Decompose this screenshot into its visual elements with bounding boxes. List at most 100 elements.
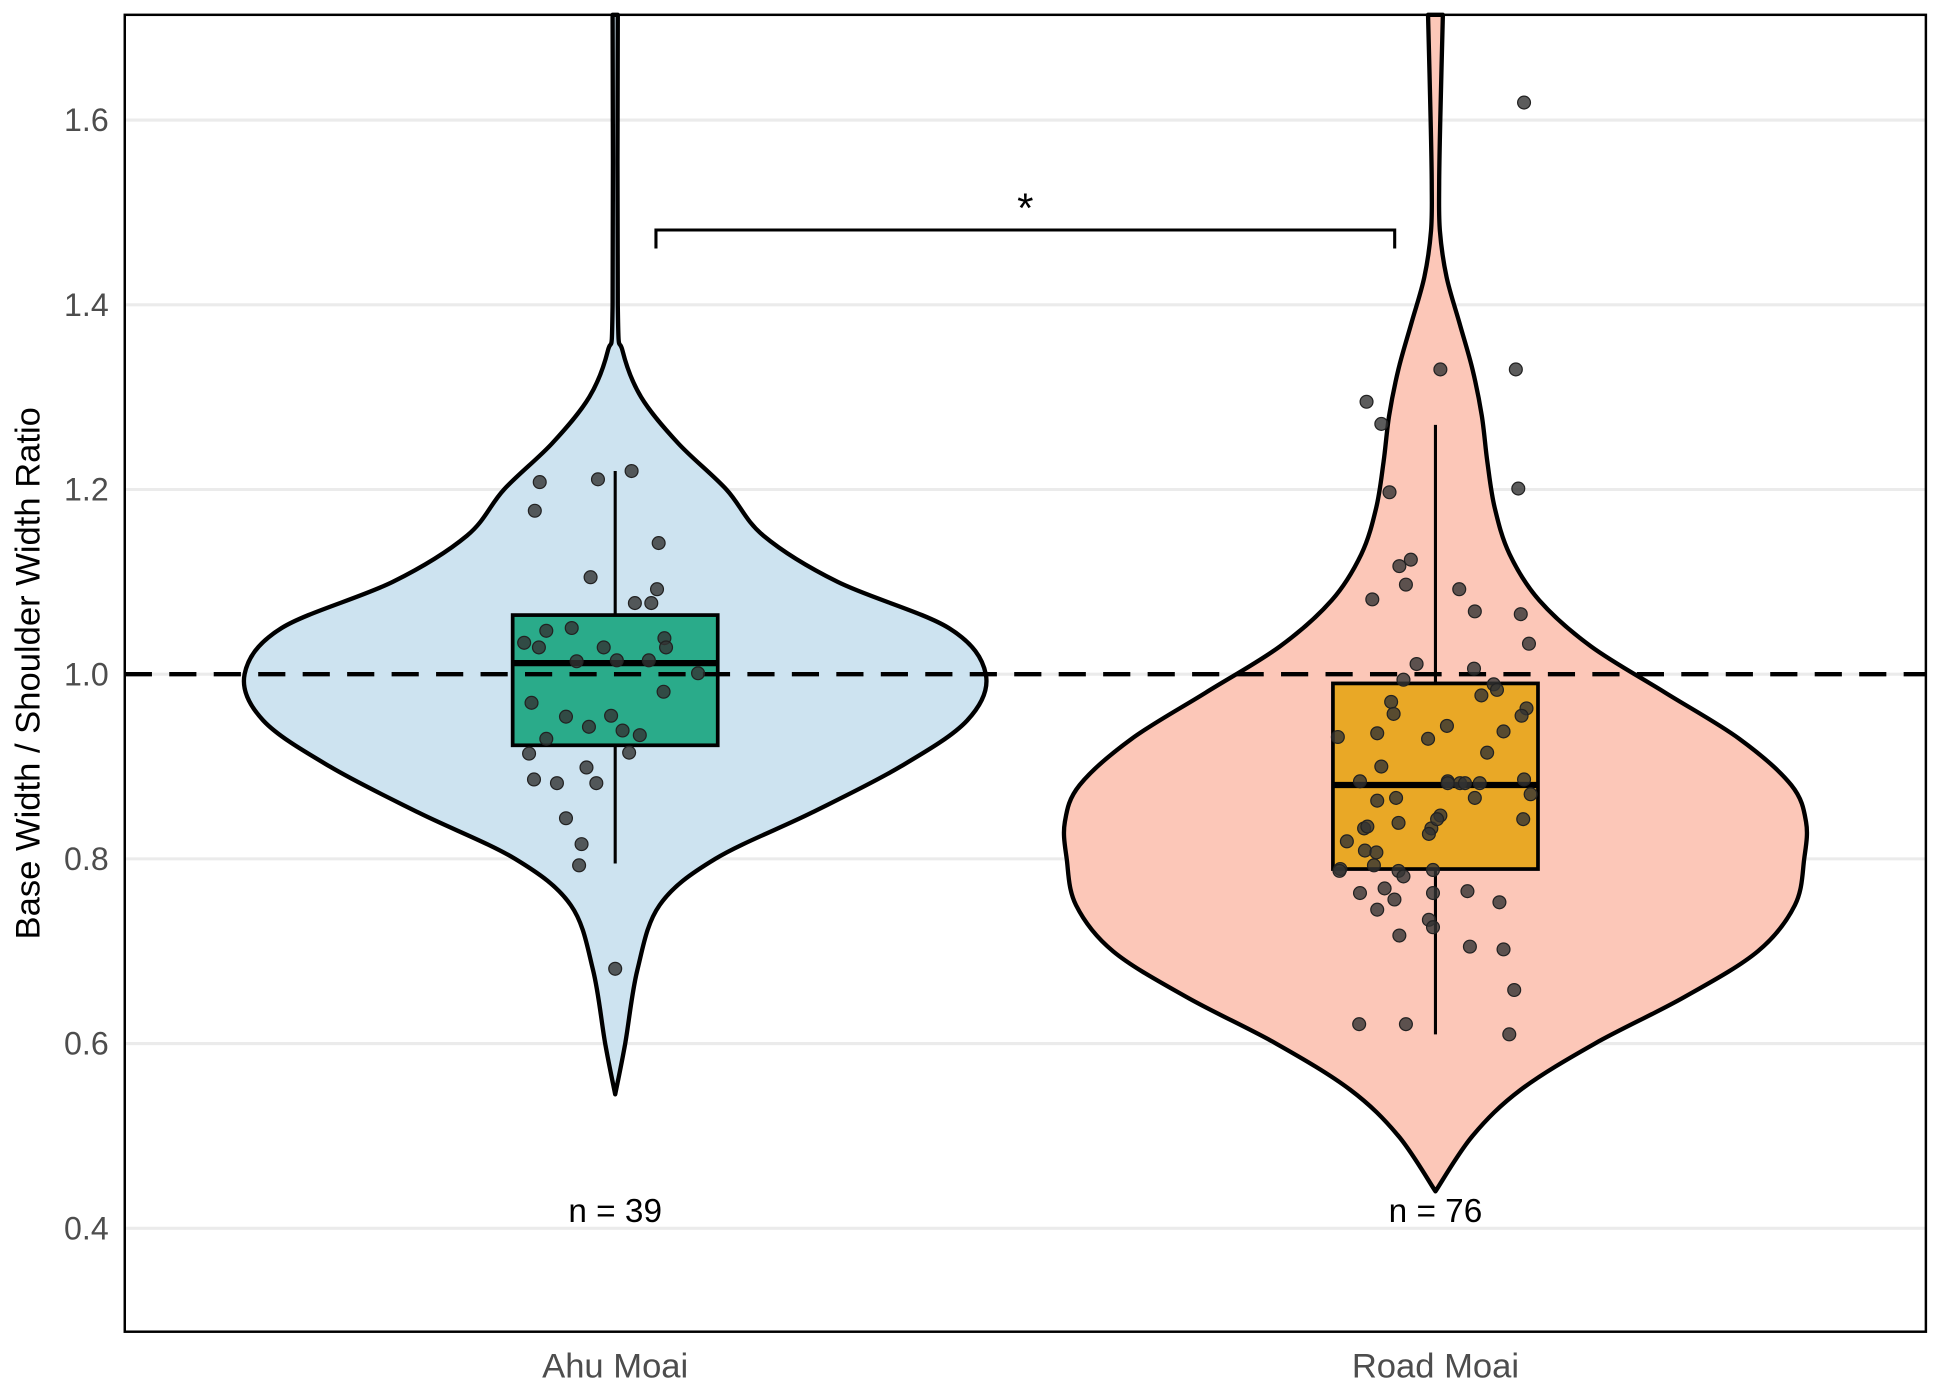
data-point [1425,886,1441,901]
data-point [1466,661,1482,676]
data-point [1339,834,1354,849]
data-point [527,503,542,518]
data-point [564,620,579,636]
data-point [1386,706,1401,721]
data-point [1370,902,1385,917]
data-point [596,640,611,655]
data-point [524,695,539,710]
data-point [581,719,596,734]
data-point [1489,682,1505,697]
data-point [1409,656,1424,672]
data-point [532,475,547,490]
data-point [590,472,606,487]
data-point [659,640,674,655]
data-point [1352,886,1368,901]
data-point [1365,592,1380,607]
data-point [622,745,637,760]
data-point [1517,95,1532,110]
data-point [1430,812,1445,827]
data-point [583,570,598,585]
data-point [1440,776,1455,791]
data-point [1521,636,1537,651]
data-point [615,723,630,738]
data-point [641,653,656,668]
data-points [517,95,1538,1042]
data-point [579,760,594,775]
data-point [656,684,671,699]
data-point [1369,845,1384,860]
data-point [1377,881,1392,896]
data-point [1357,843,1372,858]
data-point [691,666,706,681]
data-point [1332,863,1347,878]
data-point [1496,942,1511,957]
data-point [627,596,642,611]
y-tick-label: 0.4 [64,1210,109,1246]
data-point [1452,582,1467,597]
data-point [574,837,589,852]
x-tick-label: Road Moai [1352,1347,1519,1385]
data-point [644,596,659,611]
data-point [1398,577,1413,592]
data-point [1352,774,1368,789]
data-point [1360,819,1375,834]
data-point [1513,607,1528,622]
data-point [1433,362,1448,377]
y-tick-label: 0.8 [64,841,109,877]
data-point [1457,776,1473,791]
data-point [608,961,623,976]
plot-panel-border [123,13,1928,1333]
y-tick-label: 1.0 [64,656,109,692]
data-point [1374,416,1389,431]
data-point [1389,790,1404,805]
data-point [1467,790,1482,805]
data-point [1382,485,1397,500]
data-point [549,776,564,791]
y-axis-ticks: 0.4 0.6 0.8 1.0 1.2 1.4 1.6 [64,102,109,1246]
data-point [1514,708,1529,723]
data-point [649,582,665,597]
data-point [1492,895,1507,910]
data-point [1421,731,1436,746]
y-axis-label: Base Width / Shoulder Width Ratio [10,407,48,939]
y-tick-label: 1.4 [64,287,109,323]
data-point [1396,672,1411,687]
n-label: n = 39 [568,1193,662,1230]
data-point [632,728,647,743]
data-point [1366,858,1381,873]
data-point [1516,812,1531,827]
data-point [1467,604,1482,619]
data-point [539,623,554,638]
data-point [1425,920,1441,935]
data-point [1462,939,1477,954]
data-point [531,640,546,655]
data-point [1370,726,1385,741]
x-axis-ticks: Ahu Moai Road Moai [542,1347,1519,1385]
box-iqr [1331,681,1540,871]
data-point [1502,1027,1517,1042]
data-point [1472,776,1487,791]
bracket-line [654,228,1397,249]
data-point [1370,793,1385,808]
data-point [589,776,604,791]
data-point [569,654,584,669]
data-point [522,746,537,761]
data-point [1387,892,1402,907]
data-point [1425,862,1441,878]
data-point [1396,869,1411,884]
data-point [609,653,624,668]
data-point [1374,759,1389,774]
data-point [604,708,619,723]
data-point [1392,559,1407,574]
data-point [558,811,574,826]
data-point [1421,826,1436,841]
data-point [1391,815,1406,830]
significance-label: * [1017,185,1033,232]
data-point [572,858,587,873]
data-point [1359,394,1374,409]
data-point [1517,772,1532,787]
data-point [558,709,574,724]
data-point [517,635,532,650]
y-tick-label: 1.6 [64,102,109,138]
data-point [1398,1017,1413,1032]
